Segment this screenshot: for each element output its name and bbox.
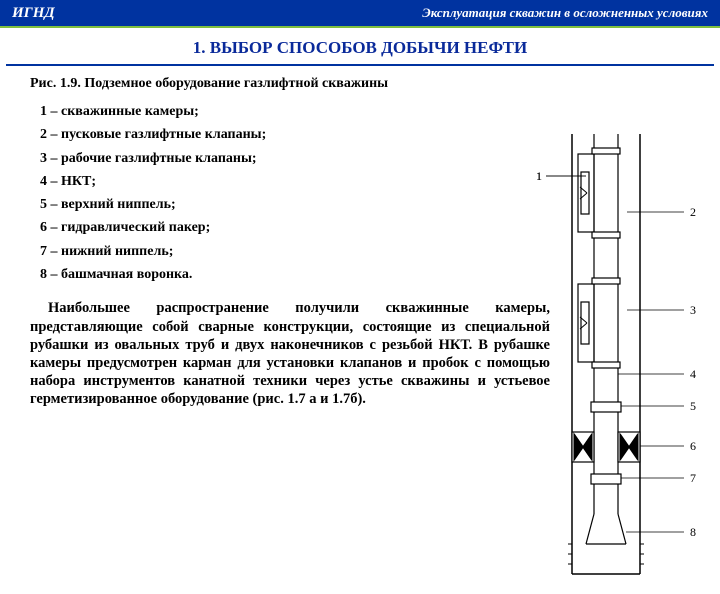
legend-item: 3 – рабочие газлифтные клапаны;	[40, 149, 420, 169]
legend-item: 8 – башмачная воронка.	[40, 265, 420, 285]
body-paragraph: Наибольшее распространение получили сква…	[30, 299, 550, 408]
svg-text:4: 4	[690, 367, 696, 381]
legend-item: 1 – скважинные камеры;	[40, 102, 420, 122]
svg-text:3: 3	[690, 303, 696, 317]
content-area: Рис. 1.9. Подземное оборудование газлифт…	[0, 66, 720, 408]
legend-item: 5 – верхний ниппель;	[40, 195, 420, 215]
svg-text:2: 2	[690, 205, 696, 219]
svg-text:8: 8	[690, 525, 696, 539]
svg-text:1: 1	[536, 169, 542, 183]
legend-item: 4 – НКТ;	[40, 172, 420, 192]
legend-list: 1 – скважинные камеры; 2 – пусковые газл…	[30, 102, 420, 285]
svg-text:6: 6	[690, 439, 696, 453]
header-org: ИГНД	[12, 5, 55, 22]
page-header: ИГНД Эксплуатация скважин в осложненных …	[0, 0, 720, 28]
header-course: Эксплуатация скважин в осложненных услов…	[422, 5, 708, 21]
svg-text:5: 5	[690, 399, 696, 413]
legend-item: 2 – пусковые газлифтные клапаны;	[40, 125, 420, 145]
section-title: 1. ВЫБОР СПОСОБОВ ДОБЫЧИ НЕФТИ	[6, 28, 714, 66]
well-diagram: 123457681	[530, 134, 710, 594]
svg-text:7: 7	[690, 471, 696, 485]
figure-caption: Рис. 1.9. Подземное оборудование газлифт…	[30, 76, 702, 92]
legend-item: 6 – гидравлический пакер;	[40, 218, 420, 238]
legend-item: 7 – нижний ниппель;	[40, 242, 420, 262]
